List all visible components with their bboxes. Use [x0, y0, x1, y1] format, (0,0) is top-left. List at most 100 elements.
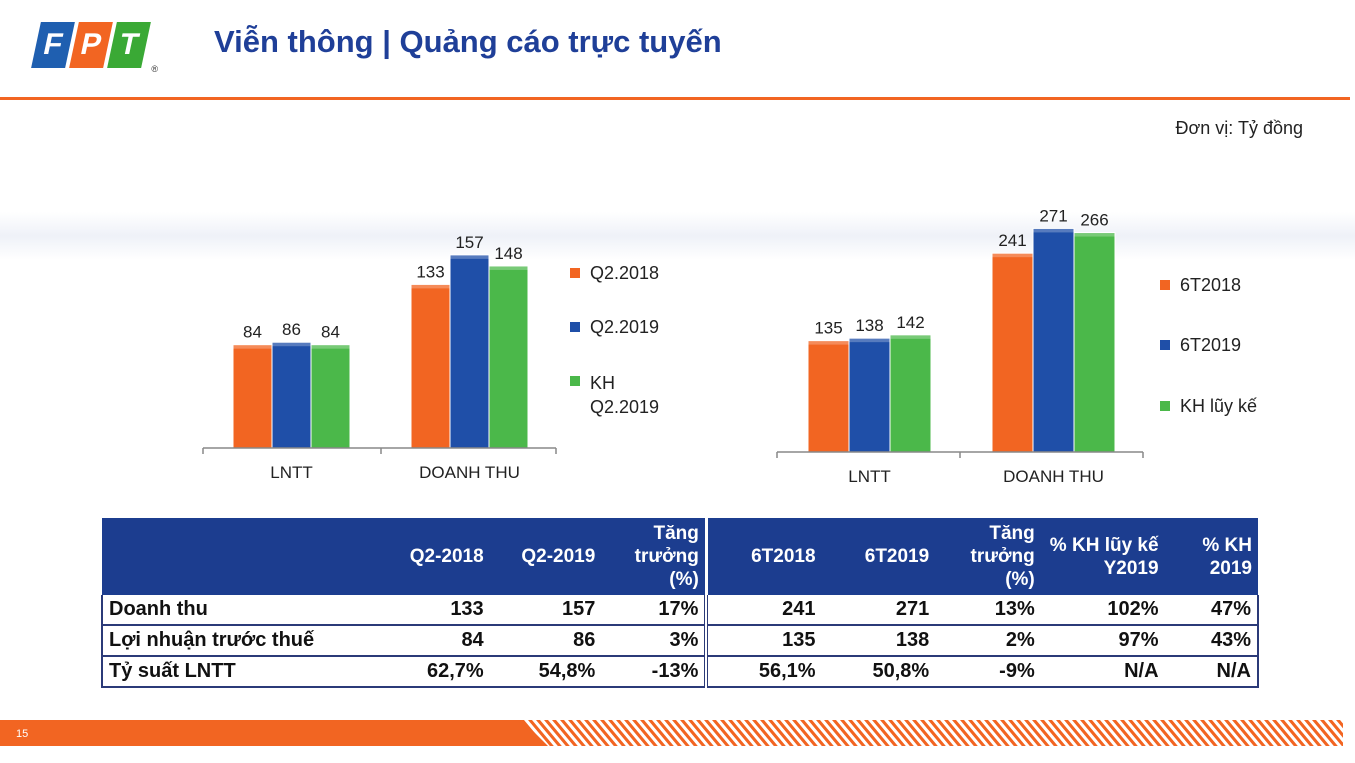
legend-swatch-green: [570, 376, 580, 386]
bar-6t2018: [991, 252, 1034, 453]
data-label: 142: [896, 313, 924, 332]
unit-label: Đơn vị: Tỷ đồng: [1175, 118, 1303, 138]
bar-charts: 84 133 86 157 84 148 LNTT DOANH THU 135 241 138 271…: [202, 206, 1144, 486]
data-label: 157: [455, 233, 483, 252]
table-cell: 86: [489, 625, 602, 657]
bar-rect: [488, 265, 529, 449]
table-cell: 133: [378, 595, 490, 626]
bar-highlight: [890, 334, 931, 339]
row-label: Doanh thu: [100, 595, 379, 626]
row-label: Tỷ suất LNTT: [100, 656, 379, 688]
bar-rect: [310, 344, 351, 449]
header-cell: Q2-2019: [489, 518, 602, 595]
table-cell: 138: [821, 625, 936, 657]
table-cell: 56,1%: [704, 656, 822, 688]
legend-item-kh-q2-2019: KH Q2.2019: [570, 371, 680, 419]
header-cell: Tăng trưởng (%): [601, 518, 707, 595]
table-header-row: Q2-2018 Q2-2019 Tăng trưởng (%) 6T2018 6…: [102, 518, 1258, 595]
bar-highlight: [1074, 232, 1115, 237]
bar-highlight: [808, 340, 849, 345]
legend-swatch-green: [1160, 401, 1170, 411]
data-label: 84: [321, 323, 340, 342]
legend-label: 6T2019: [1180, 335, 1242, 355]
data-label: 241: [998, 231, 1026, 250]
registered-icon: ®: [151, 64, 158, 74]
bar-rect: [271, 341, 312, 449]
bar-q2-2018: [232, 344, 273, 449]
category-label: LNTT: [270, 463, 313, 482]
table-cell: -13%: [601, 656, 707, 688]
data-label: 138: [855, 316, 883, 335]
bar-kh-l-y-k-: [1073, 232, 1116, 453]
bar-highlight: [233, 344, 272, 349]
legend-swatch-orange: [1160, 280, 1170, 290]
footer-bar: [0, 720, 1343, 746]
header-cell: [102, 518, 379, 595]
data-label: 271: [1039, 206, 1067, 225]
table-cell: 84: [378, 625, 490, 657]
table-cell: 271: [821, 595, 936, 626]
legend-label: Q2.2018: [590, 263, 660, 283]
legend-item-kh-luy-ke: KH lũy kế: [1160, 396, 1257, 417]
table-cell: 62,7%: [378, 656, 490, 688]
legend-label: Q2.2019: [590, 317, 660, 337]
category-label: DOANH THU: [419, 463, 520, 482]
bar-rect: [807, 340, 850, 453]
header-cell: 6T2018: [704, 518, 822, 595]
legend-item-q2-2018: Q2.2018: [570, 263, 659, 284]
header-cell: % KH lũy kế Y2019: [1040, 518, 1165, 595]
data-label: 86: [282, 320, 301, 339]
legend-label: KH Q2.2019: [590, 373, 660, 417]
table-cell: 47%: [1164, 595, 1260, 626]
table-cell: 135: [704, 625, 822, 657]
bar-rect: [449, 254, 490, 449]
category-label: DOANH THU: [1003, 467, 1104, 486]
page-title: Viễn thông | Quảng cáo trực tuyến: [214, 24, 722, 59]
bar-kh-l-y-k-: [889, 334, 932, 453]
header-cell: % KH 2019: [1164, 518, 1258, 595]
table-cell: 17%: [601, 595, 707, 626]
table-cell: N/A: [1040, 656, 1165, 688]
results-table: Q2-2018 Q2-2019 Tăng trưởng (%) 6T2018 6…: [100, 518, 1260, 688]
table-cell: N/A: [1164, 656, 1260, 688]
bar-6t2019: [848, 337, 891, 453]
table-row: Doanh thu 133 157 17% 241 271 13% 102% 4…: [100, 595, 1260, 626]
bar-rect: [848, 337, 891, 453]
legend-swatch-blue: [570, 322, 580, 332]
bar-rect: [232, 344, 273, 449]
legend-label: 6T2018: [1180, 275, 1242, 295]
bar-highlight: [411, 284, 450, 289]
bar-rect: [889, 334, 932, 453]
bar-highlight: [272, 342, 311, 347]
row-label: Lợi nhuận trước thuế: [100, 625, 379, 657]
legend-label: KH lũy kế: [1180, 396, 1258, 416]
table-cell: 3%: [601, 625, 707, 657]
legend-item-6t2019: 6T2019: [1160, 335, 1241, 356]
table-cell: 157: [489, 595, 602, 626]
bar-rect: [1073, 232, 1116, 453]
bar-rect: [1032, 227, 1075, 453]
table-cell: 2%: [935, 625, 1041, 657]
table-cell: 241: [704, 595, 822, 626]
data-label: 135: [814, 319, 842, 338]
legend-swatch-orange: [570, 268, 580, 278]
bar-rect: [991, 252, 1034, 453]
legend-item-6t2018: 6T2018: [1160, 275, 1241, 296]
fpt-logo: F P T ®: [31, 22, 158, 74]
table-cell: 97%: [1040, 625, 1165, 657]
bar-kh-q2-2019: [488, 265, 529, 449]
table-cell: 54,8%: [489, 656, 602, 688]
header-cell: Q2-2018: [378, 518, 490, 595]
bar-highlight: [311, 344, 350, 349]
table-row: Lợi nhuận trước thuế 84 86 3% 135 138 2%…: [100, 625, 1260, 657]
page-number: 15: [16, 728, 29, 740]
bar-q2-2018: [410, 283, 451, 449]
bar-q2-2019: [271, 341, 312, 449]
legend-swatch-blue: [1160, 340, 1170, 350]
legend-item-q2-2019: Q2.2019: [570, 317, 659, 338]
bar-q2-2019: [449, 254, 490, 449]
bar-highlight: [992, 253, 1033, 258]
bar-highlight: [1033, 228, 1074, 233]
data-label: 84: [243, 323, 262, 342]
bar-highlight: [849, 338, 890, 343]
